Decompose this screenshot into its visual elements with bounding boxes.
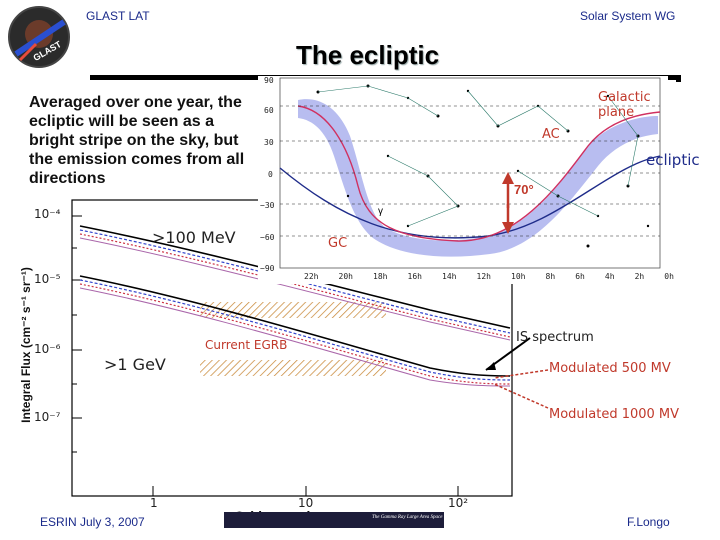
footer-logo-caption: The Gamma Ray Large Area Space Telescope [372,515,464,520]
xtick-100: 10² [448,496,469,510]
ra-tick-0h: 0h [664,272,674,281]
angle-label: 70° [514,182,534,197]
slide-title: The ecliptic [296,40,440,70]
xtick-10: 10 [298,496,314,510]
ra-tick-8h: 8h [545,272,556,281]
ra-tick-4h: 4h [604,272,615,281]
mod500-label: Modulated 500 MV [549,361,671,376]
flux-plot [71,199,549,497]
ytick-1e-6: 10⁻⁶ [34,342,61,356]
ra-ticks: 22h 20h 18h 16h 14h 12h 10h 8h 6h 4h 2h … [304,272,674,281]
header-right: Solar System WG [580,9,676,23]
ytick-1e-4: 10⁻⁴ [34,207,61,221]
gc-label: GC [328,236,348,251]
bullet-text: Averaged over one year, the ecliptic wil… [29,94,245,187]
footer-left: ESRIN July 3, 2007 [40,515,145,529]
mod500-arrow [493,369,549,379]
ac-label: AC [542,127,560,142]
curve-mod500-low [79,279,511,381]
gamma-point-label: γ [378,206,383,217]
energy-label-low: >1 GeV [104,355,166,374]
is-spectrum-label: IS spectrum [516,330,594,345]
curve-extra-low [79,287,511,387]
xtick-1: 1 [150,496,158,510]
header-left: GLAST LAT [86,9,150,23]
ra-tick-14h: 14h [442,272,457,281]
egrb-band-low [200,360,386,376]
ra-tick-18h: 18h [373,272,388,281]
dec-tick-30: 30 [264,138,274,147]
footer-logo: The Gamma Ray Large Area Space Telescope [224,512,463,528]
ytick-1e-7: 10⁻⁷ [34,410,61,424]
current-egrb-label: Current EGRB [205,338,288,352]
dec-tick-0: 0 [268,170,273,179]
milky-way [298,99,658,257]
corner-square [676,75,681,82]
ra-tick-20h: 20h [338,272,353,281]
egrb-band-high [200,302,386,318]
ra-tick-22h: 22h [304,272,319,281]
ra-tick-16h: 16h [407,272,422,281]
dec-tick-90: 90 [264,76,274,85]
sky-map: 90 60 30 0 −30 −60 −90 22h 20h 18h 16h 1… [258,76,674,284]
dec-tick-60: 60 [264,106,274,115]
mission-logo: GLAST [6,4,72,70]
ytick-1e-5: 10⁻⁵ [34,272,61,286]
galactic-curve [297,105,661,242]
ra-tick-2h: 2h [634,272,645,281]
curve-is-low [79,275,511,377]
ecliptic-label: ecliptic [646,151,700,169]
mod1000-label: Modulated 1000 MV [549,407,680,422]
ra-tick-6h: 6h [575,272,585,281]
dec-tick-m90: −90 [260,264,275,273]
dec-tick-m30: −30 [260,201,275,210]
galactic-plane-label: Galactic plane [598,90,651,120]
y-axis-label: Integral Flux (cm⁻² s⁻¹ sr⁻¹) [19,267,33,423]
footer-right: F.Longo [627,515,670,529]
curve-mod1000-low [79,283,511,385]
ra-tick-12h: 12h [476,272,491,281]
ra-tick-10h: 10h [511,272,526,281]
energy-label-high: >100 MeV [152,228,236,247]
dec-tick-m60: −60 [260,233,275,242]
mod1000-arrow [493,383,549,409]
